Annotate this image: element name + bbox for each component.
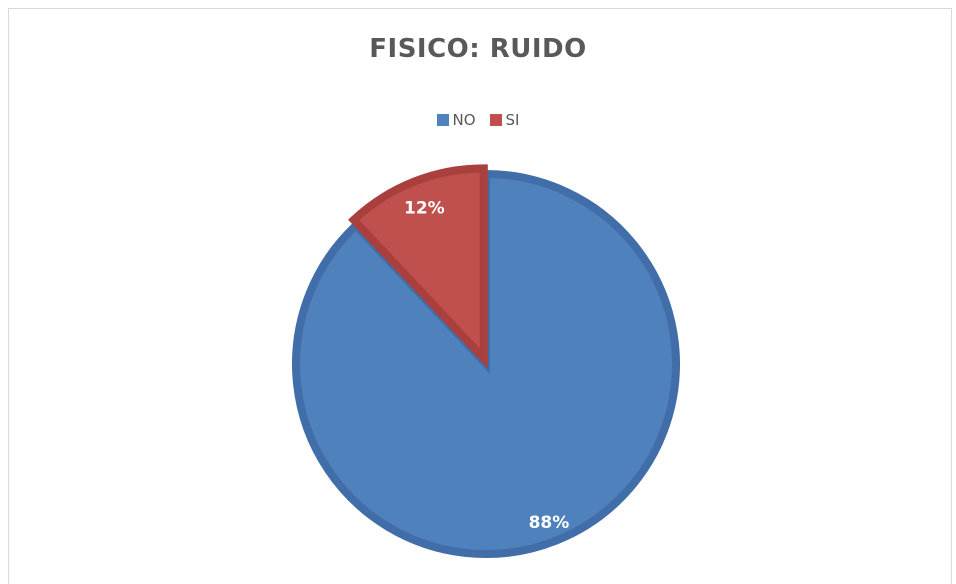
- legend-swatch-no: [436, 114, 449, 126]
- data-label-no: 88%: [529, 513, 570, 533]
- pie-labels: 88% 12%: [404, 198, 569, 533]
- legend-label-no: NO: [452, 111, 476, 129]
- chart-title: FISICO: RUIDO: [369, 34, 587, 64]
- pie-slices: [292, 164, 680, 558]
- chart-legend: NO SI: [0, 111, 956, 129]
- data-label-si: 12%: [404, 198, 445, 218]
- pie-slice-si: [348, 164, 488, 369]
- legend-swatch-si: [489, 114, 502, 126]
- legend-item-si: SI: [489, 111, 520, 129]
- legend-item-no: NO: [436, 111, 476, 129]
- legend-label-si: SI: [505, 111, 520, 129]
